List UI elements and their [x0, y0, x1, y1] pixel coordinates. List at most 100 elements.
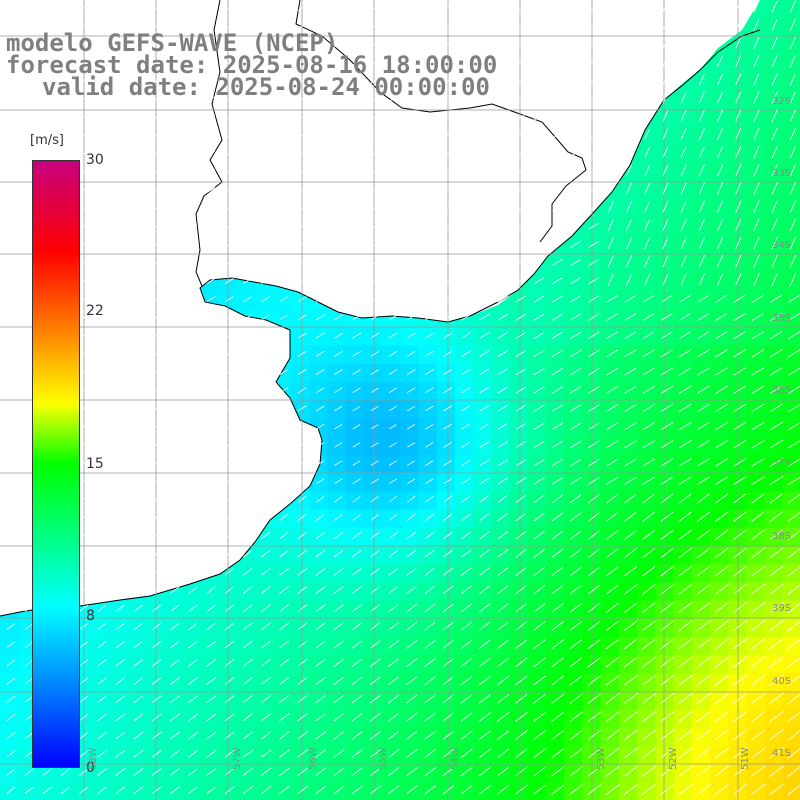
wind-arrow	[370, 296, 380, 303]
wind-arrow	[333, 658, 345, 667]
wind-speed-cell	[546, 564, 565, 583]
wind-arrow	[662, 55, 669, 67]
wind-arrow	[206, 169, 216, 175]
wind-speed-cell	[637, 200, 656, 219]
wind-speed-cell	[491, 746, 511, 765]
wind-speed-cell	[236, 709, 256, 729]
wind-arrow	[771, 73, 778, 86]
wind-speed-cell	[436, 364, 456, 383]
wind-speed-cell	[455, 618, 474, 638]
wind-speed-cell	[764, 746, 784, 765]
wind-arrow	[370, 77, 380, 84]
wind-arrow	[551, 477, 564, 485]
wind-arrow	[115, 132, 124, 139]
wind-arrow	[407, 424, 416, 430]
wind-arrow	[497, 459, 508, 467]
wind-arrow	[698, 55, 705, 68]
wind-arrow	[24, 550, 34, 558]
wind-speed-cell	[655, 218, 674, 238]
wind-arrow	[334, 478, 343, 485]
wind-arrow	[79, 60, 87, 66]
wind-arrow	[352, 132, 362, 139]
wind-arrow	[206, 241, 216, 248]
wind-arrow	[644, 1, 650, 13]
wind-speed-cell	[746, 655, 765, 674]
wind-arrow	[478, 694, 491, 704]
wind-arrow	[569, 657, 583, 668]
wind-speed-cell	[91, 746, 110, 765]
wind-arrow	[515, 675, 528, 686]
wind-arrow	[534, 4, 544, 12]
wind-arrow	[424, 549, 435, 558]
wind-speed-cell	[764, 364, 784, 383]
wind-arrow	[224, 495, 234, 503]
wind-arrow	[370, 5, 380, 11]
wind-speed-cell	[564, 746, 583, 765]
wind-arrow	[116, 96, 124, 102]
wind-arrow	[497, 150, 508, 157]
wind-arrow	[388, 640, 399, 649]
wind-speed-cell	[564, 527, 583, 547]
wind-speed-cell	[273, 728, 292, 747]
wind-arrow	[97, 187, 106, 193]
wind-arrow	[406, 59, 417, 66]
wind-arrow	[261, 41, 270, 48]
wind-speed-cell	[691, 655, 711, 674]
wind-arrow	[424, 676, 436, 686]
wind-speed-cell	[691, 291, 711, 310]
wind-arrow	[152, 531, 161, 540]
wind-speed-cell	[473, 418, 492, 438]
wind-speed-cell	[709, 655, 729, 674]
wind-arrow	[352, 241, 362, 248]
wind-arrow	[170, 478, 180, 485]
wind-arrow	[406, 204, 417, 212]
wind-speed-cell	[691, 163, 711, 183]
wind-arrow	[570, 22, 581, 30]
wind-arrow	[461, 313, 472, 321]
wind-arrow	[279, 187, 289, 193]
wind-speed-cell	[382, 582, 401, 602]
wind-arrow	[79, 223, 88, 230]
wind-arrow	[569, 784, 583, 795]
wind-arrow	[624, 458, 637, 467]
wind-arrow	[42, 768, 52, 776]
wind-arrow	[533, 657, 546, 668]
wind-arrow	[388, 332, 398, 339]
wind-arrow	[461, 168, 472, 175]
wind-speed-cell	[491, 382, 511, 401]
wind-arrow	[587, 602, 601, 613]
wind-arrow	[297, 350, 307, 357]
wind-arrow	[605, 711, 620, 723]
wind-arrow	[315, 23, 325, 30]
wind-arrow	[279, 586, 289, 594]
wind-speed-cell	[509, 455, 529, 474]
wind-arrow	[588, 59, 599, 66]
lat-label: 35S	[772, 313, 792, 324]
wind-speed-cell	[746, 200, 765, 219]
wind-speed-cell	[709, 709, 729, 729]
lat-label: 33S	[772, 168, 792, 179]
wind-arrow	[715, 421, 729, 431]
wind-arrow	[443, 460, 453, 466]
wind-arrow	[533, 711, 546, 722]
wind-arrow	[97, 478, 107, 485]
wind-speed-cell	[364, 400, 383, 420]
wind-arrow	[115, 441, 125, 448]
wind-speed-cell	[527, 527, 547, 547]
wind-arrow	[496, 675, 510, 686]
wind-arrow	[115, 278, 125, 284]
wind-arrow	[771, 254, 778, 268]
wind-speed-cell	[764, 163, 784, 183]
wind-arrow	[188, 568, 198, 576]
wind-speed-cell	[418, 655, 438, 674]
wind-speed-cell	[109, 709, 128, 729]
wind-arrow	[753, 37, 760, 49]
wind-arrow	[642, 566, 656, 577]
wind-arrow	[588, 131, 599, 139]
wind-arrow	[297, 460, 307, 466]
wind-arrow	[388, 41, 398, 48]
wind-speed-cell	[618, 527, 638, 547]
wind-arrow	[261, 59, 270, 66]
wind-speed-cell	[382, 618, 401, 638]
wind-arrow	[623, 783, 638, 796]
